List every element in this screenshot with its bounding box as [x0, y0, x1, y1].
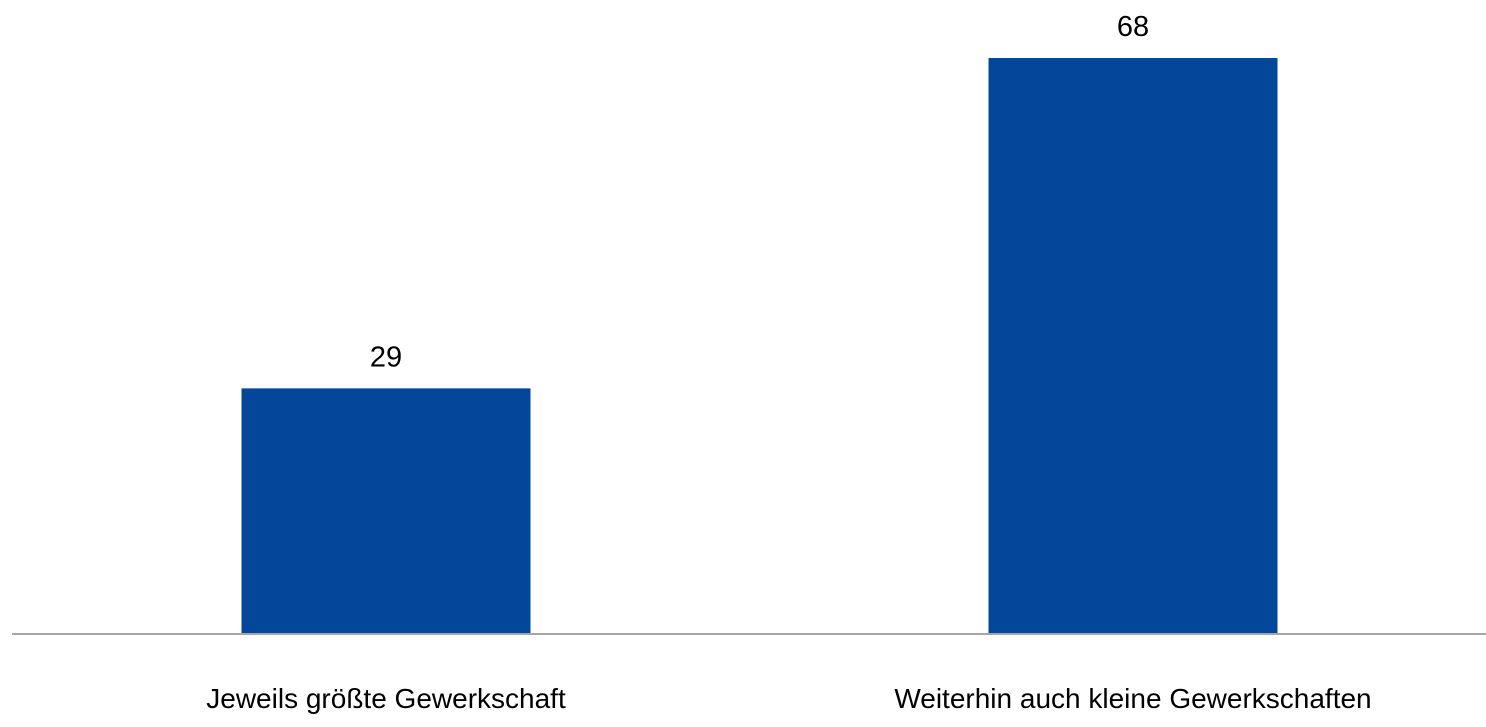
category-label-2: Weiterhin auch kleine Gewerkschaften	[894, 683, 1371, 714]
bar-2	[988, 58, 1278, 634]
value-label-1: 29	[370, 341, 402, 373]
value-label-2: 68	[1117, 11, 1149, 43]
bars-group	[241, 58, 1278, 634]
category-labels-group: Jeweils größte Gewerkschaft Weiterhin auc…	[206, 683, 1371, 714]
bar-1	[241, 388, 531, 634]
category-label-1: Jeweils größte Gewerkschaft	[206, 683, 566, 714]
value-labels-group: 29 68	[370, 11, 1149, 373]
